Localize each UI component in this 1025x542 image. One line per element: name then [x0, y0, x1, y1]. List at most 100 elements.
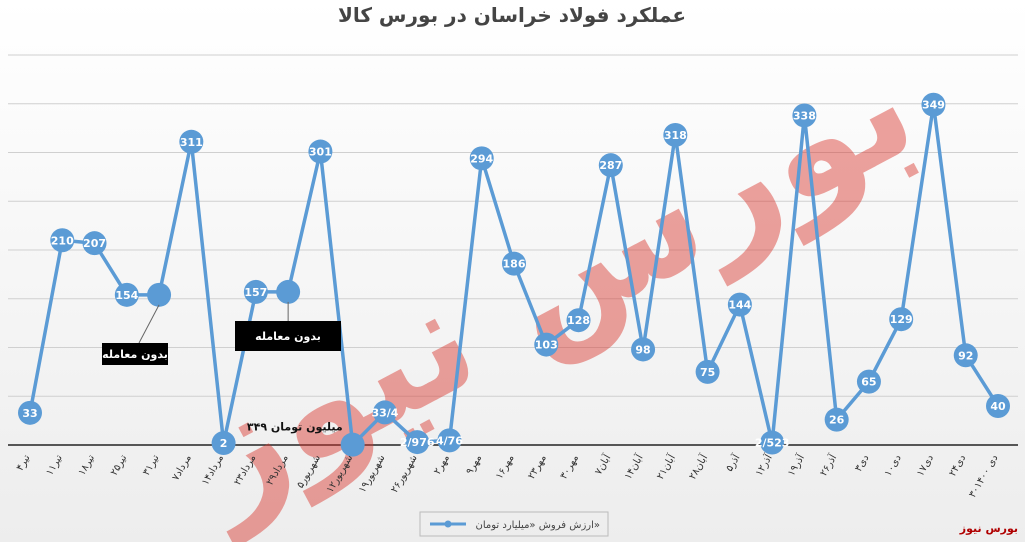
x-tick-label: ۱۶مهر [494, 453, 517, 481]
data-label: 128 [567, 314, 590, 327]
data-point [211, 431, 236, 456]
data-label: 301 [309, 146, 332, 159]
data-point [760, 430, 785, 455]
data-label: 2/976 [400, 436, 435, 449]
data-label: 103 [535, 339, 558, 352]
x-axis-ticks: ۴تیر۱۱تیر۱۸تیر۲۵تیر۳۱تیر۷مرداد۱۴مرداد۲۳م… [15, 451, 1001, 500]
data-point [727, 292, 752, 317]
data-label: 294 [470, 152, 493, 165]
callout-text: بدون معامله [102, 348, 168, 361]
data-point [308, 139, 333, 164]
x-tick-label: ۱۱تیر [44, 453, 65, 478]
data-point [147, 282, 172, 307]
annotations: بدون معامله بدون معامله ۳۴۹ میلیون تومان [102, 301, 343, 434]
legend-marker-swatch [444, 520, 452, 528]
data-point [82, 231, 107, 256]
x-tick-label: ۳۰مهر [558, 453, 581, 481]
x-tick-label: ۲مهر [432, 453, 452, 477]
data-point [631, 337, 656, 362]
data-label: 287 [599, 159, 622, 172]
x-tick-label: ۲۵تیر [109, 453, 130, 478]
x-tick-label: ۱۷دی [915, 453, 936, 478]
legend-box [419, 511, 609, 537]
x-tick-label: ۱۴آبان [621, 451, 646, 482]
x-tick-label: ۷مرداد [170, 453, 193, 483]
data-point [18, 400, 42, 425]
data-label: 98 [635, 343, 650, 356]
callout-text: بدون معامله [255, 330, 321, 343]
data-label: 210 [51, 234, 74, 247]
data-label: 33/4 [371, 406, 398, 419]
annotation-text: ۳۴۹ میلیون تومان [247, 421, 343, 434]
data-label: 75 [700, 366, 715, 379]
data-point [340, 432, 365, 457]
callout-leader [138, 304, 160, 344]
data-label: 33 [22, 407, 37, 420]
callout-box [235, 321, 341, 351]
data-point [50, 228, 75, 253]
data-label: 92 [958, 349, 973, 362]
data-label: 349 [922, 99, 945, 112]
callout-box [102, 343, 168, 365]
data-label: 2 [220, 437, 228, 450]
data-point [889, 307, 914, 332]
data-point [437, 428, 462, 453]
data-point [953, 343, 978, 368]
data-label: 207 [83, 237, 106, 250]
data-point [824, 407, 849, 432]
data-label: 26 [829, 414, 845, 427]
x-tick-label: ۲۶آذر [817, 451, 840, 478]
x-tick-label: ۱۰دی [883, 453, 904, 478]
data-point [921, 92, 946, 117]
x-tick-label: ۱۲آذر [752, 451, 775, 478]
legend: ارزش فروش «میلیارد تومان» [419, 511, 609, 537]
x-tick-label: ۳دی [853, 453, 871, 474]
data-point [372, 400, 397, 425]
chart-title: عملکرد فولاد خراسان در بورس کالا [338, 3, 686, 27]
data-point [792, 103, 817, 128]
source-credit: بورس نیوز [959, 522, 1018, 535]
x-tick-label: ۱۸تیر [77, 453, 98, 478]
data-label: 186 [503, 258, 526, 271]
data-label: 144 [728, 299, 751, 312]
x-tick-label: ۲۸آبان [686, 451, 711, 482]
data-point [114, 282, 139, 307]
data-label: 338 [793, 109, 816, 122]
data-label: 157 [244, 286, 267, 299]
data-point [856, 369, 881, 394]
data-point [469, 146, 494, 171]
x-tick-label: ۹مهر [464, 453, 484, 477]
data-point [502, 251, 526, 276]
data-point [276, 279, 301, 304]
x-tick-label: ۱۹آذر [784, 451, 807, 478]
data-point [695, 359, 720, 384]
data-label: 65 [861, 376, 876, 389]
x-tick-label: ۲۴دی [947, 453, 968, 478]
data-point [663, 122, 688, 147]
legend-label: ارزش فروش «میلیارد تومان» [476, 520, 600, 531]
x-tick-label: ۳۰دی ۱۴۰۰ [967, 453, 1000, 500]
data-point [405, 430, 430, 455]
data-point [179, 129, 204, 154]
data-point [986, 394, 1010, 418]
data-label: 2/523 [755, 437, 790, 450]
data-point [566, 308, 591, 333]
x-tick-label: ۳۱تیر [141, 453, 162, 478]
data-label: 318 [664, 129, 687, 142]
data-label: 4/76 [436, 434, 463, 447]
data-label: 40 [990, 400, 1006, 413]
x-tick-label: ۷آبان [591, 451, 614, 477]
data-label: 154 [115, 289, 138, 302]
data-label: 129 [890, 313, 913, 326]
gridlines [8, 54, 1018, 446]
x-tick-label: ۲۱آبان [653, 451, 678, 482]
x-tick-label: ۵آذر [722, 451, 743, 474]
data-points: 33 210 207 154 311 2 157 301 33/4 2/976 4/76 294 186… [18, 92, 1010, 457]
data-point [243, 279, 268, 304]
data-point [534, 332, 559, 357]
x-tick-label: ۲۳مهر [526, 453, 549, 481]
data-point [598, 153, 623, 178]
data-label: 311 [180, 136, 203, 149]
